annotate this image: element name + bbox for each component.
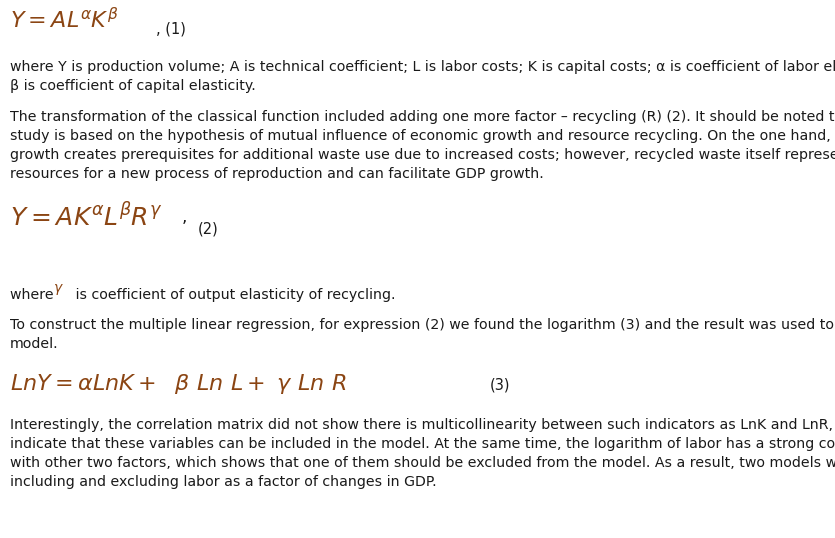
- Text: (2): (2): [198, 222, 219, 237]
- Text: The transformation of the classical function included adding one more factor – r: The transformation of the classical func…: [10, 110, 835, 181]
- Text: $LnY = \alpha LnK +\ \ \beta\ Ln\ L +\ \gamma\ Ln\ R$: $LnY = \alpha LnK +\ \ \beta\ Ln\ L +\ \…: [10, 372, 347, 396]
- Text: To construct the multiple linear regression, for expression (2) we found the log: To construct the multiple linear regress…: [10, 318, 835, 351]
- Text: where Y is production volume; A is technical coefficient; L is labor costs; K is: where Y is production volume; A is techn…: [10, 60, 835, 93]
- Text: ,: ,: [181, 208, 186, 226]
- Text: $Y = AL^{\alpha}K^{\beta}$: $Y = AL^{\alpha}K^{\beta}$: [10, 8, 119, 33]
- Text: where: where: [10, 288, 58, 302]
- Text: is coefficient of output elasticity of recycling.: is coefficient of output elasticity of r…: [71, 288, 396, 302]
- Text: (3): (3): [490, 377, 510, 392]
- Text: , (1): , (1): [156, 22, 186, 37]
- Text: $Y = AK^{\alpha}L^{\beta}R^{\gamma}$: $Y = AK^{\alpha}L^{\beta}R^{\gamma}$: [10, 203, 163, 231]
- Text: $\gamma$: $\gamma$: [53, 281, 64, 296]
- Text: Interestingly, the correlation matrix did not show there is multicollinearity be: Interestingly, the correlation matrix di…: [10, 418, 835, 489]
